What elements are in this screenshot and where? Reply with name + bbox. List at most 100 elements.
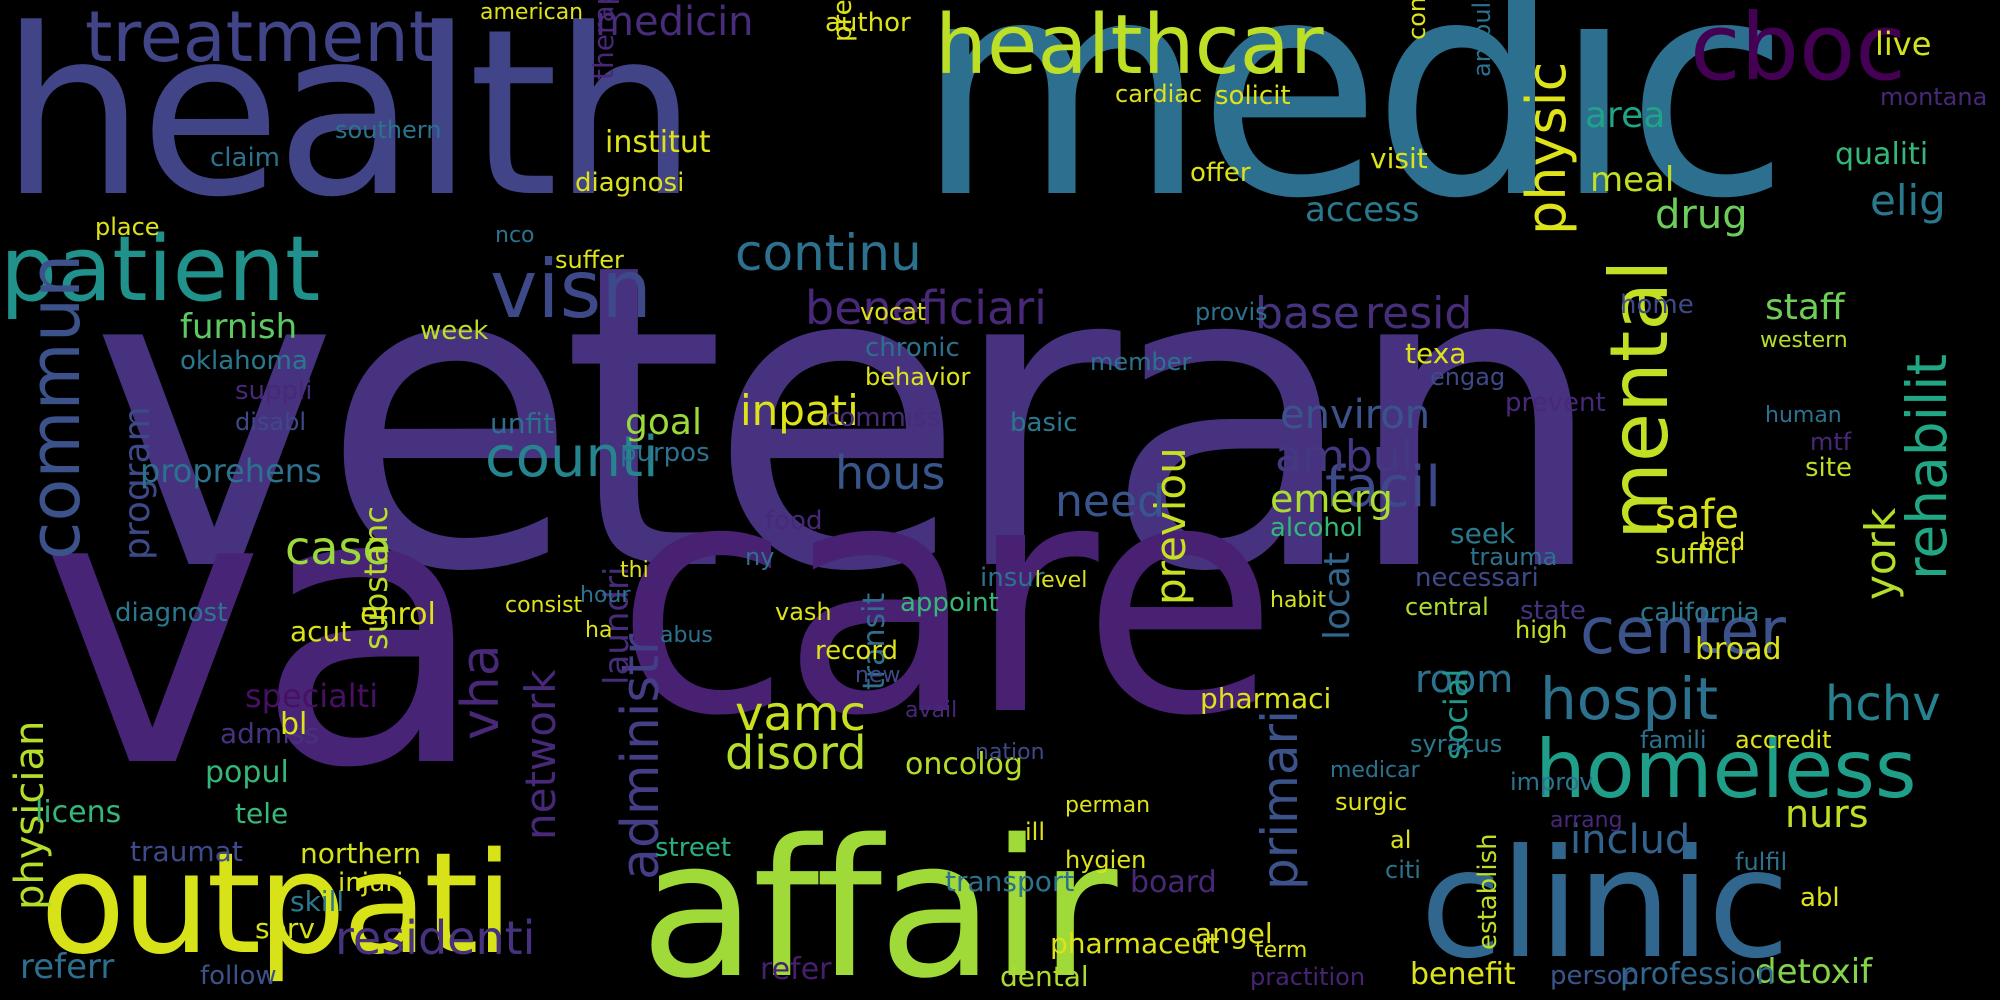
word: room [1415, 657, 1514, 701]
word: bed [1700, 528, 1746, 556]
word: hospit [1540, 665, 1719, 733]
word: consist [505, 593, 583, 618]
word: hchv [1825, 676, 1941, 732]
word: base [1255, 288, 1360, 339]
word: week [420, 316, 489, 346]
word: patient [0, 217, 321, 322]
word: transport [945, 865, 1075, 898]
word: northern [300, 837, 422, 870]
word: homeless [1535, 723, 1917, 816]
word: environ [1280, 392, 1431, 438]
word: vocat [860, 298, 927, 326]
word: texa [1405, 337, 1467, 370]
word: trauma [1470, 543, 1558, 571]
word: record [815, 636, 899, 666]
word: vash [775, 598, 832, 626]
word: consult [1403, 0, 1431, 40]
word: broad [1695, 632, 1782, 667]
word: seek [1450, 517, 1516, 550]
word: institut [605, 125, 711, 160]
word: medicar [1330, 758, 1420, 783]
word: specialti [245, 677, 379, 715]
word: live [1875, 25, 1932, 63]
word: follow [200, 961, 277, 991]
word: meal [1590, 160, 1675, 200]
word: human [1765, 403, 1842, 428]
word: visit [1370, 142, 1428, 175]
word: outpati [40, 823, 514, 986]
word: prevent [1505, 388, 1606, 418]
word: facil [1325, 455, 1441, 520]
word: syracus [1410, 730, 1503, 758]
word: clinic [1420, 818, 1790, 992]
word: ambulatori [1468, 0, 1496, 77]
word: state [1520, 596, 1586, 626]
word: engag [1430, 363, 1506, 391]
word: need [1055, 476, 1165, 527]
word: site [1805, 453, 1852, 483]
word: inpati [740, 386, 859, 435]
word: author [825, 8, 911, 38]
word: furnish [180, 307, 298, 347]
word: california [1640, 598, 1760, 628]
word: vha [451, 644, 511, 740]
word: medic [915, 0, 1791, 264]
word: case [285, 521, 391, 575]
word: qualiti [1835, 137, 1929, 172]
word: surgic [1335, 788, 1408, 816]
word: appoint [900, 588, 999, 618]
word: oncolog [905, 747, 1023, 782]
word: accredit [1735, 726, 1832, 754]
word: habit [1270, 588, 1327, 613]
word: drug [1655, 192, 1748, 238]
word: southern [335, 116, 442, 144]
word: hour [580, 583, 631, 608]
word: safe [1655, 492, 1740, 538]
word: veteran [90, 175, 1608, 664]
word: therapeut [587, 0, 620, 80]
word: admiss [220, 717, 320, 750]
word: citi [1385, 856, 1421, 884]
word: mtf [1810, 428, 1852, 456]
word: suppli [235, 376, 313, 406]
word: referr [20, 947, 115, 987]
word: profession [1620, 957, 1776, 992]
word: avail [905, 698, 958, 723]
word: chronic [865, 333, 960, 363]
word: food [765, 506, 823, 536]
word: staff [1765, 287, 1845, 328]
word: prescript [828, 0, 858, 42]
word: perman [1065, 793, 1151, 818]
word: pharmaceut [1050, 927, 1220, 960]
word: thi [620, 558, 649, 583]
word: emerg [1270, 477, 1393, 521]
word: medicin [595, 0, 754, 45]
word: area [1585, 95, 1666, 136]
word: serv [255, 912, 315, 945]
word: abl [1800, 883, 1840, 913]
word: physic [1515, 61, 1578, 235]
word: treatment [85, 0, 437, 78]
word: high [1515, 616, 1568, 644]
word: refer [760, 952, 832, 987]
word: angel [1195, 917, 1273, 950]
word: purpos [620, 438, 710, 468]
word: nurs [1785, 792, 1869, 836]
word: bl [280, 707, 308, 742]
word: detoxif [1755, 952, 1873, 992]
word: care [615, 414, 1278, 786]
word: ny [745, 543, 775, 571]
word: elig [1870, 176, 1946, 225]
word: goal [625, 402, 702, 443]
word: abus [660, 623, 713, 648]
word: hygien [1065, 846, 1147, 874]
word: place [95, 213, 160, 241]
word: famili [1640, 726, 1707, 754]
word: enrol [360, 597, 436, 632]
word: practition [1250, 963, 1366, 991]
word: provis [1195, 298, 1268, 326]
word: western [1760, 328, 1848, 353]
word: pharmaci [1200, 682, 1332, 715]
word: alcohol [1270, 513, 1363, 543]
word: counti [485, 425, 659, 490]
